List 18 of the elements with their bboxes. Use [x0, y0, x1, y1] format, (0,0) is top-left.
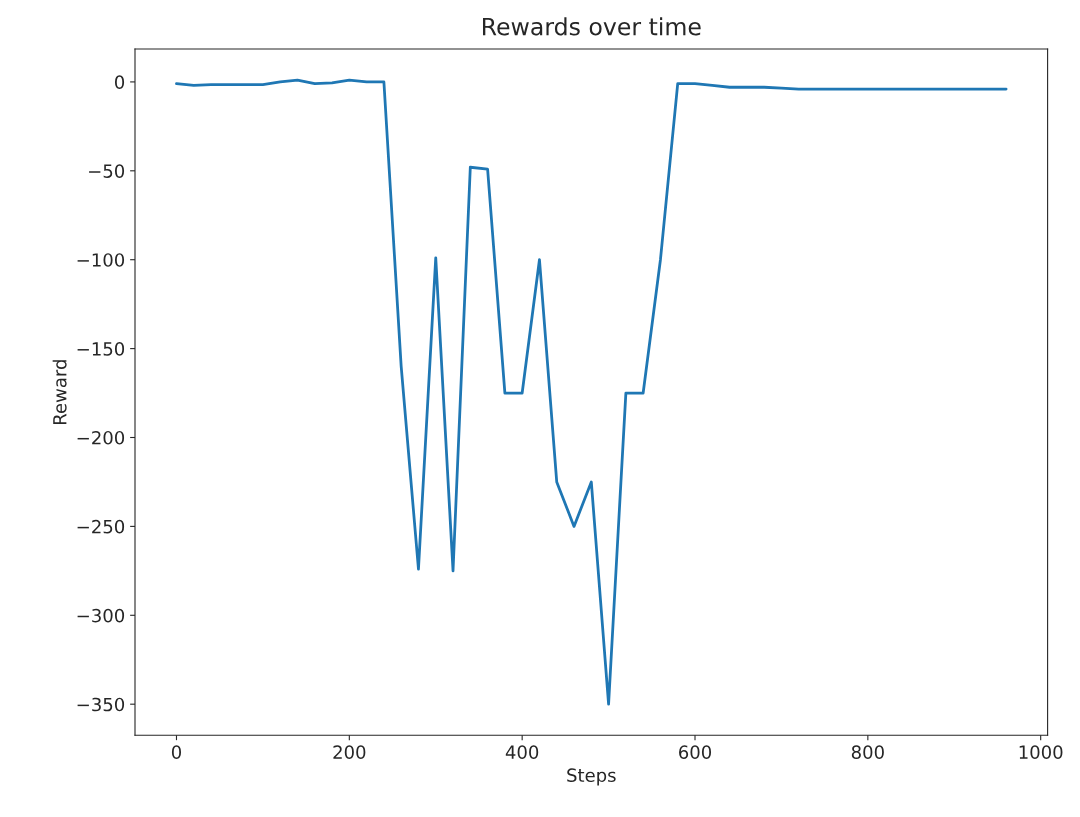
y-tick-label: −50	[89, 164, 125, 178]
y-tick-label: −350	[77, 697, 125, 712]
x-tick-label: 600	[679, 745, 712, 759]
x-tick-label: 200	[333, 745, 366, 759]
y-tick-label: −250	[77, 519, 125, 534]
x-tick-label: 0	[171, 745, 182, 759]
y-axis-title: Reward	[52, 360, 67, 425]
y-tick-label: −150	[77, 342, 125, 356]
x-tick-label: 400	[505, 745, 539, 759]
y-tick-label: −300	[77, 608, 125, 623]
chart-title: Rewards over time	[483, 17, 701, 36]
x-tick-label: 1000	[1019, 745, 1063, 759]
y-tick-label: 0	[114, 75, 125, 90]
x-tick-label: 800	[851, 745, 884, 759]
x-axis-title: Steps	[567, 768, 616, 786]
y-tick-label: −100	[77, 253, 125, 267]
y-tick-label: −200	[77, 430, 125, 445]
line-series	[175, 78, 1008, 706]
